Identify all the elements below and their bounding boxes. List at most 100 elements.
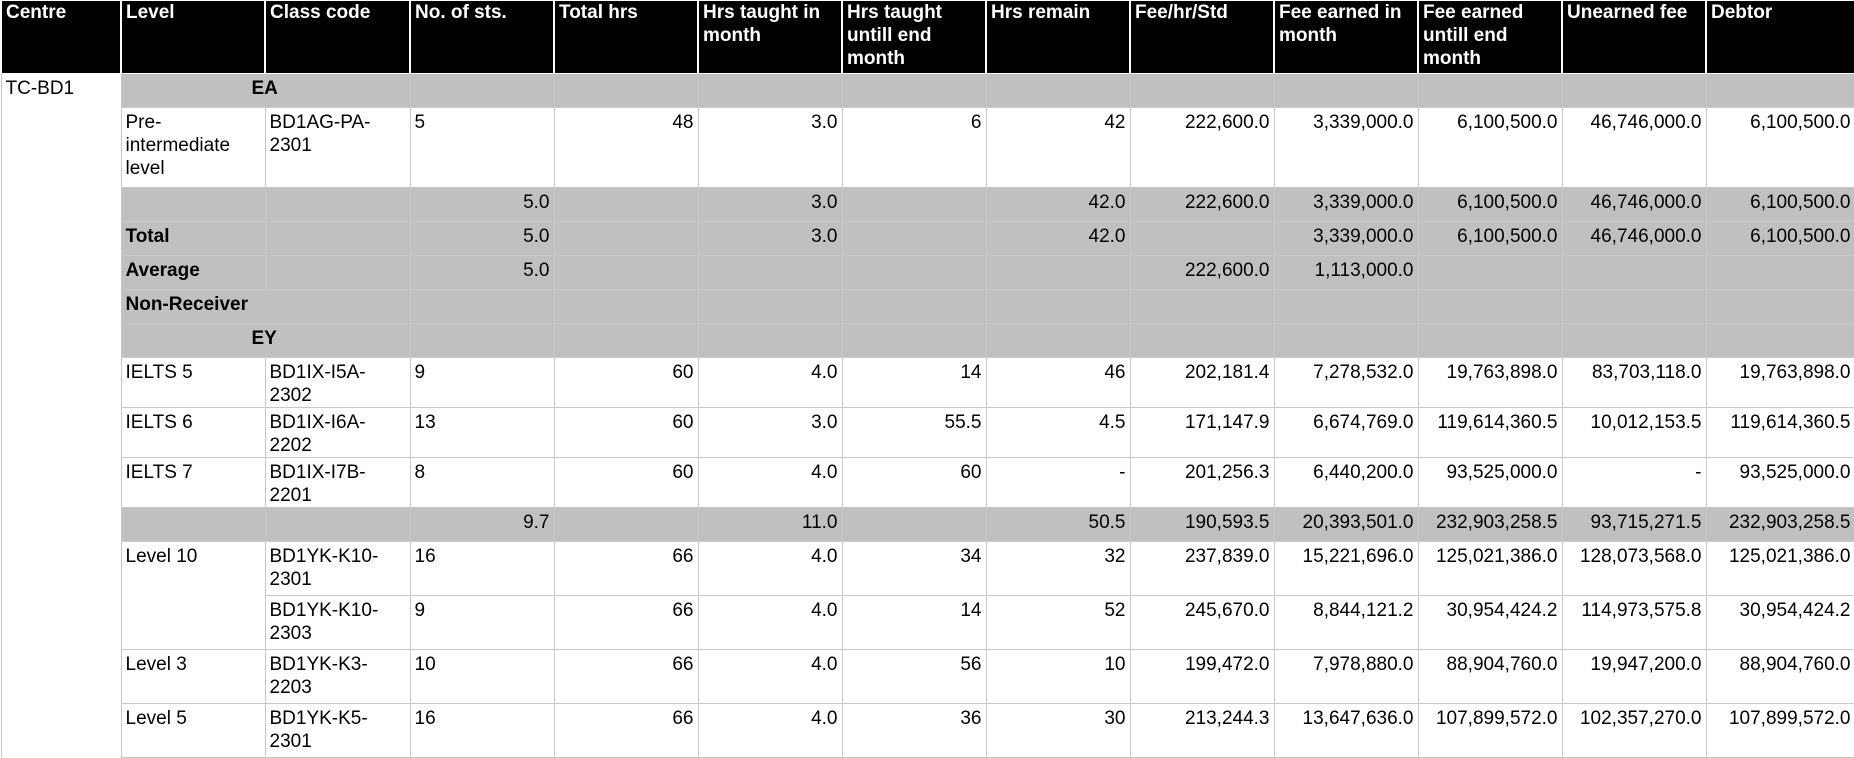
- cell-hrs-month[interactable]: 4.0: [697, 595, 843, 650]
- cell-hrs-remain[interactable]: 42.0: [985, 221, 1131, 256]
- cell-fee-hr[interactable]: 222,600.0: [1129, 107, 1275, 188]
- cell-debtor[interactable]: 88,904,760.0: [1705, 649, 1854, 704]
- cell-level[interactable]: Level 5: [120, 703, 266, 758]
- cell-fee-earned-until[interactable]: 6,100,500.0: [1417, 107, 1563, 188]
- cell-fee-hr[interactable]: 190,593.5: [1129, 507, 1275, 542]
- cell-fee-hr[interactable]: 222,600.0: [1129, 255, 1275, 290]
- cell-fee-earned[interactable]: 3,339,000.0: [1273, 107, 1419, 188]
- header-hrs-taught-until[interactable]: Hrs taught untill end month: [841, 0, 987, 74]
- cell-hrs-until[interactable]: 60: [841, 457, 987, 508]
- cell-fee-earned[interactable]: 13,647,636.0: [1273, 703, 1419, 758]
- cell-total-hrs[interactable]: 60: [553, 357, 699, 408]
- cell-hrs-remain[interactable]: 10: [985, 649, 1131, 704]
- cell-debtor[interactable]: 125,021,386.0: [1705, 541, 1854, 596]
- cell-hrs-until[interactable]: 34: [841, 541, 987, 596]
- cell-class-code[interactable]: BD1AG-PA-2301: [264, 107, 411, 188]
- cell-sts[interactable]: 16: [409, 541, 555, 596]
- non-receiver-label[interactable]: Non-Receiver: [120, 289, 411, 324]
- cell-fee-earned[interactable]: 20,393,501.0: [1273, 507, 1419, 542]
- cell-debtor[interactable]: 6,100,500.0: [1705, 107, 1854, 188]
- cell-sts[interactable]: 5: [409, 107, 555, 188]
- cell-hrs-until[interactable]: 36: [841, 703, 987, 758]
- cell-hrs-remain[interactable]: 30: [985, 703, 1131, 758]
- cell-unearned[interactable]: 128,073,568.0: [1561, 541, 1707, 596]
- cell-hrs-month[interactable]: 11.0: [697, 507, 843, 542]
- cell-fee-earned-until[interactable]: 6,100,500.0: [1417, 187, 1563, 222]
- cell-fee-earned-until[interactable]: 125,021,386.0: [1417, 541, 1563, 596]
- cell-fee-earned-until[interactable]: 93,525,000.0: [1417, 457, 1563, 508]
- cell-hrs-month[interactable]: 4.0: [697, 357, 843, 408]
- cell-sts[interactable]: 13: [409, 407, 555, 458]
- cell-hrs-remain[interactable]: -: [985, 457, 1131, 508]
- cell-fee-earned-until[interactable]: 119,614,360.5: [1417, 407, 1563, 458]
- cell-hrs-month[interactable]: 3.0: [697, 187, 843, 222]
- cell-sts[interactable]: 5.0: [409, 255, 555, 290]
- cell-fee-earned[interactable]: 7,978,880.0: [1273, 649, 1419, 704]
- cell-hrs-month[interactable]: 4.0: [697, 457, 843, 508]
- header-hrs-remain[interactable]: Hrs remain: [985, 0, 1131, 74]
- cell-debtor[interactable]: 19,763,898.0: [1705, 357, 1854, 408]
- cell-hrs-until[interactable]: 14: [841, 357, 987, 408]
- cell-level[interactable]: IELTS 6: [120, 407, 266, 458]
- cell-fee-earned[interactable]: 6,674,769.0: [1273, 407, 1419, 458]
- header-fee-earned-until[interactable]: Fee earned untill end month: [1417, 0, 1563, 74]
- cell-hrs-month[interactable]: 3.0: [697, 221, 843, 256]
- cell-level[interactable]: Level 10: [120, 541, 266, 650]
- cell-total-hrs[interactable]: 60: [553, 457, 699, 508]
- cell-total-hrs[interactable]: 66: [553, 595, 699, 650]
- header-unearned-fee[interactable]: Unearned fee: [1561, 0, 1707, 74]
- cell-hrs-until[interactable]: 56: [841, 649, 987, 704]
- cell-unearned[interactable]: 46,746,000.0: [1561, 187, 1707, 222]
- header-fee-earned-month[interactable]: Fee earned in month: [1273, 0, 1419, 74]
- cell-hrs-remain[interactable]: 32: [985, 541, 1131, 596]
- cell-hrs-month[interactable]: 4.0: [697, 649, 843, 704]
- cell-debtor[interactable]: 30,954,424.2: [1705, 595, 1854, 650]
- average-label[interactable]: Average: [120, 255, 266, 290]
- cell-fee-hr[interactable]: 222,600.0: [1129, 187, 1275, 222]
- cell-unearned[interactable]: 10,012,153.5: [1561, 407, 1707, 458]
- cell-class-code[interactable]: BD1IX-I6A-2202: [264, 407, 411, 458]
- cell-sts[interactable]: 10: [409, 649, 555, 704]
- cell-sts[interactable]: 5.0: [409, 221, 555, 256]
- header-level[interactable]: Level: [120, 0, 266, 74]
- cell-fee-earned[interactable]: 3,339,000.0: [1273, 221, 1419, 256]
- cell-fee-earned[interactable]: 3,339,000.0: [1273, 187, 1419, 222]
- cell-fee-earned[interactable]: 8,844,121.2: [1273, 595, 1419, 650]
- cell-unearned[interactable]: 93,715,271.5: [1561, 507, 1707, 542]
- cell-sts[interactable]: 5.0: [409, 187, 555, 222]
- cell-level[interactable]: Pre-intermediate level: [120, 107, 266, 188]
- cell-hrs-until[interactable]: 14: [841, 595, 987, 650]
- cell-sts[interactable]: 9.7: [409, 507, 555, 542]
- header-centre[interactable]: Centre: [0, 0, 122, 74]
- cell-hrs-remain[interactable]: 4.5: [985, 407, 1131, 458]
- header-class-code[interactable]: Class code: [264, 0, 411, 74]
- header-debtor[interactable]: Debtor: [1705, 0, 1854, 74]
- cell-class-code[interactable]: BD1YK-K10-2303: [264, 595, 411, 650]
- cell-fee-earned[interactable]: 1,113,000.0: [1273, 255, 1419, 290]
- cell-fee-hr[interactable]: 245,670.0: [1129, 595, 1275, 650]
- cell-fee-earned[interactable]: 7,278,532.0: [1273, 357, 1419, 408]
- cell-total-hrs[interactable]: 66: [553, 649, 699, 704]
- cell-level[interactable]: IELTS 7: [120, 457, 266, 508]
- cell-class-code[interactable]: BD1YK-K5-2301: [264, 703, 411, 758]
- cell-fee-hr[interactable]: 213,244.3: [1129, 703, 1275, 758]
- cell-fee-earned-until[interactable]: 6,100,500.0: [1417, 221, 1563, 256]
- cell-sts[interactable]: 8: [409, 457, 555, 508]
- cell-hrs-month[interactable]: 3.0: [697, 407, 843, 458]
- header-fee-hr-std[interactable]: Fee/hr/Std: [1129, 0, 1275, 74]
- cell-fee-earned-until[interactable]: 19,763,898.0: [1417, 357, 1563, 408]
- cell-debtor[interactable]: 93,525,000.0: [1705, 457, 1854, 508]
- cell-unearned[interactable]: 102,357,270.0: [1561, 703, 1707, 758]
- cell-debtor[interactable]: 107,899,572.0: [1705, 703, 1854, 758]
- cell-hrs-month[interactable]: 4.0: [697, 703, 843, 758]
- cell-level[interactable]: Level 3: [120, 649, 266, 704]
- cell-fee-earned-until[interactable]: 232,903,258.5: [1417, 507, 1563, 542]
- cell-sts[interactable]: 9: [409, 595, 555, 650]
- cell-fee-earned-until[interactable]: 107,899,572.0: [1417, 703, 1563, 758]
- cell-unearned[interactable]: 83,703,118.0: [1561, 357, 1707, 408]
- cell-fee-earned-until[interactable]: 88,904,760.0: [1417, 649, 1563, 704]
- group-label-ey[interactable]: EY: [120, 323, 411, 358]
- cell-sts[interactable]: 9: [409, 357, 555, 408]
- cell-total-hrs[interactable]: 66: [553, 703, 699, 758]
- total-label[interactable]: Total: [120, 221, 266, 256]
